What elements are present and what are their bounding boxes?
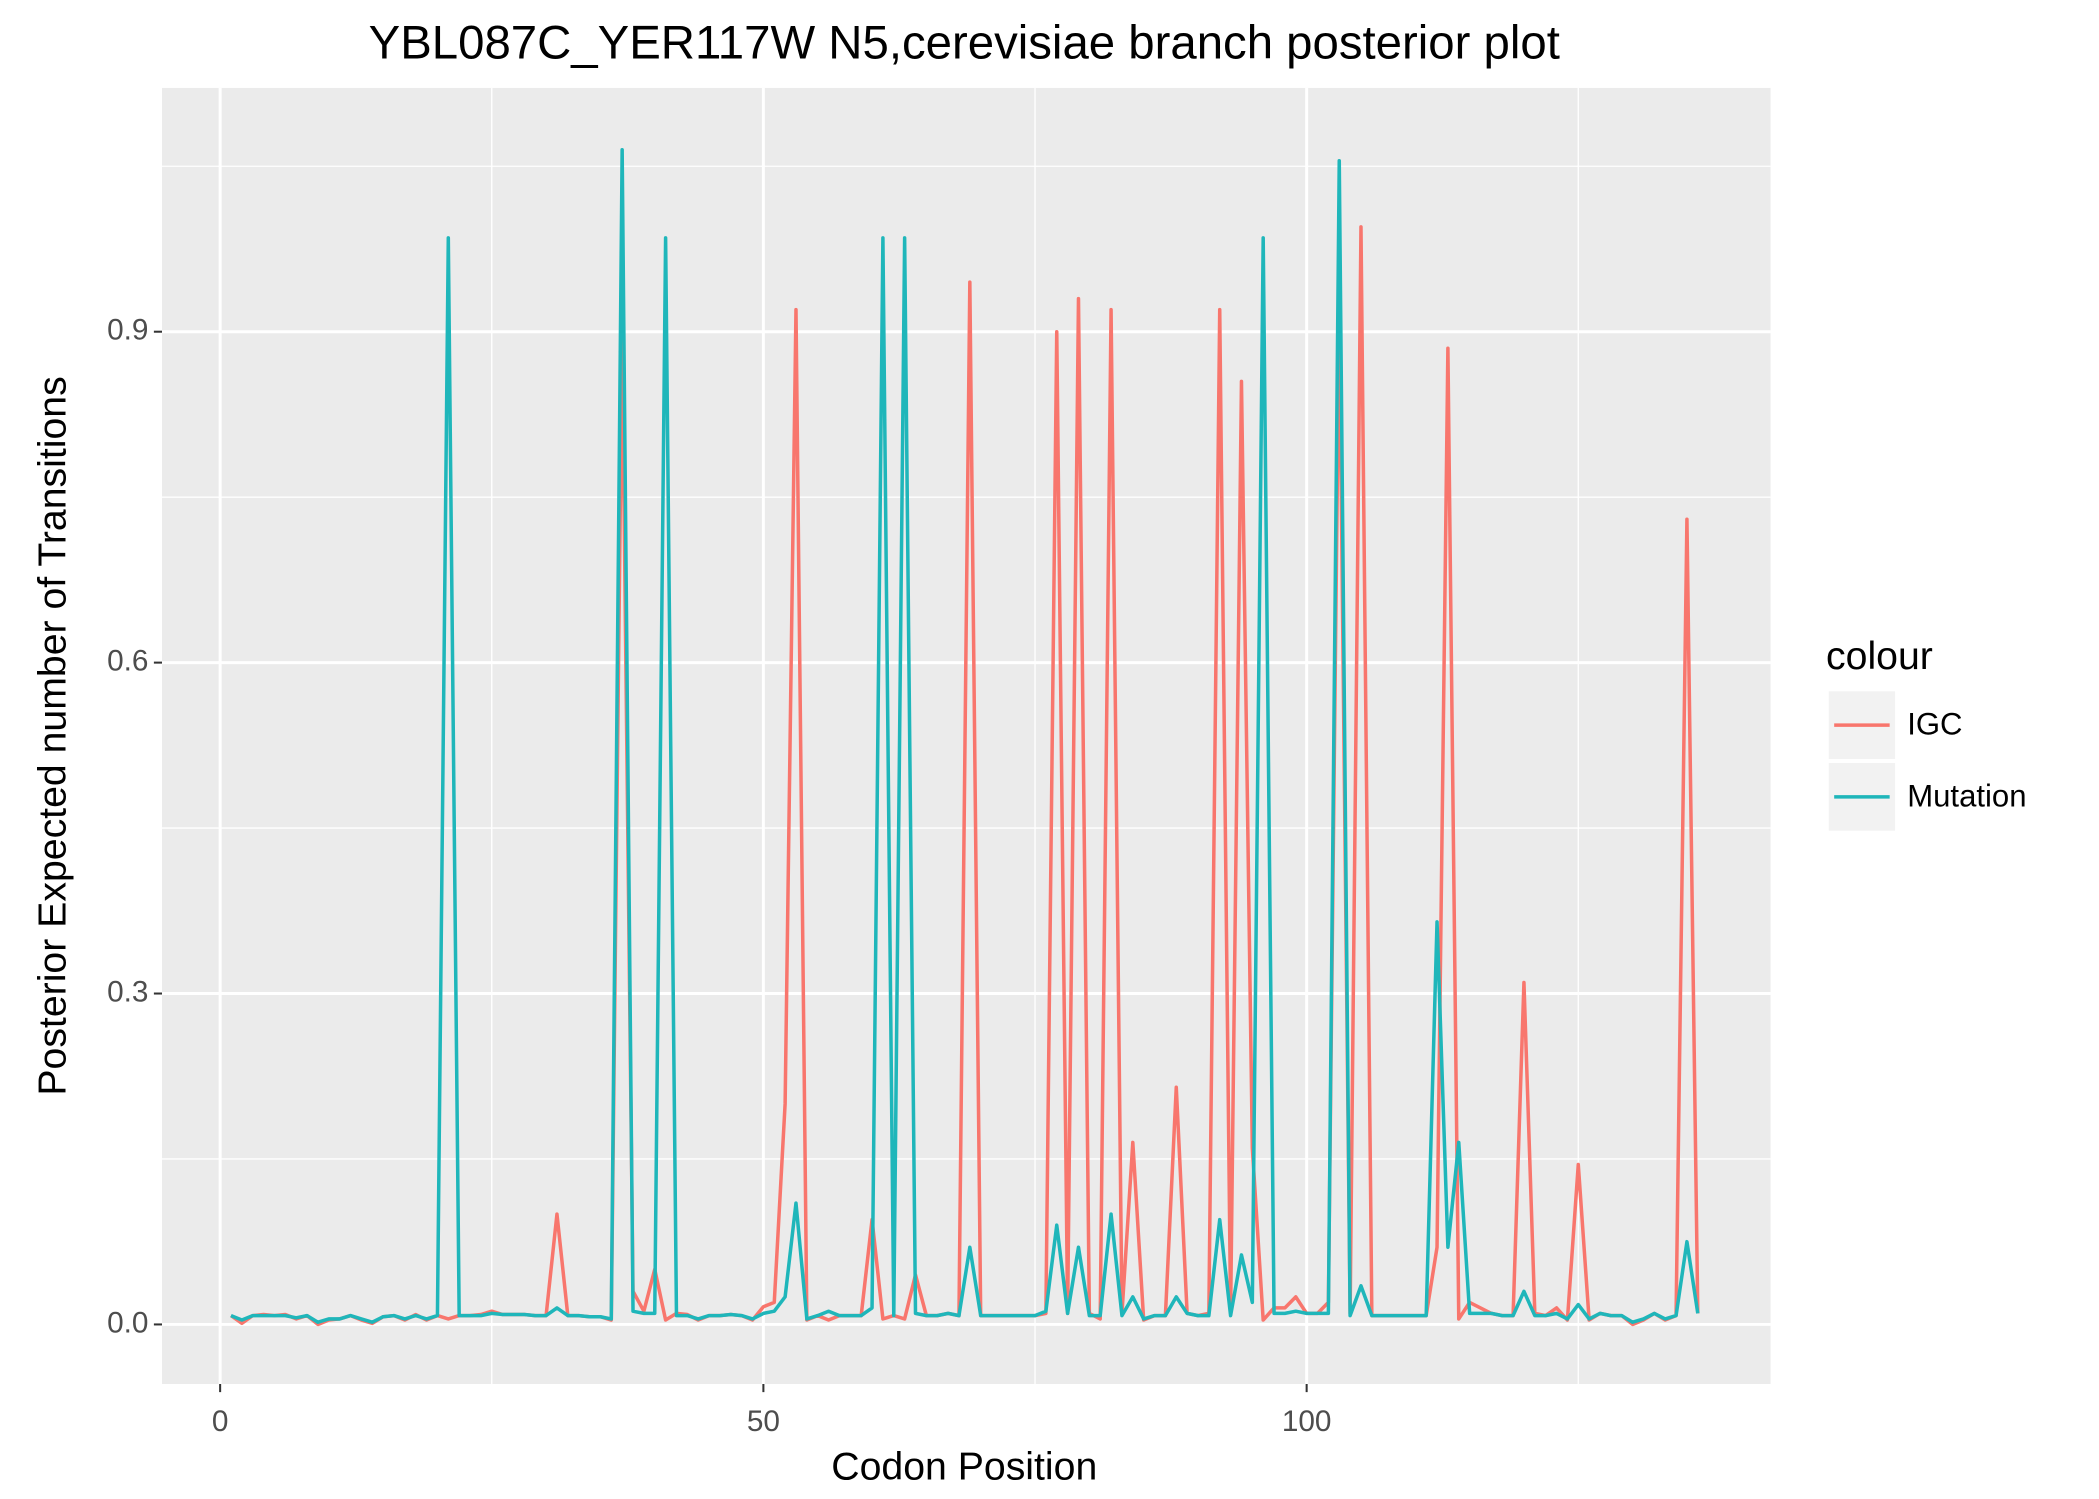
x-tick-label: 0 <box>212 1405 229 1438</box>
x-tick-label: 50 <box>747 1405 780 1438</box>
chart-title: YBL087C_YER117W N5,cerevisiae branch pos… <box>369 17 1560 70</box>
y-tick-label: 0.3 <box>107 975 148 1008</box>
data-line <box>230 147 1700 1324</box>
y-tick-label: 0.0 <box>107 1306 148 1339</box>
legend: colour IGC Mutation <box>1826 634 2027 831</box>
axes: 0.0 0.3 0.6 0.9 0 50 100 <box>107 314 1331 1439</box>
y-axis-label: Posterior Expected number of Transitions <box>30 376 74 1095</box>
x-tick-label: 100 <box>1282 1405 1332 1438</box>
lines <box>229 147 1700 1327</box>
x-axis-label: Codon Position <box>831 1445 1097 1489</box>
legend-label: Mutation <box>1907 778 2026 813</box>
grid <box>162 87 1771 1385</box>
y-tick-label: 0.6 <box>107 644 148 677</box>
y-tick-label: 0.9 <box>107 314 148 347</box>
legend-title: colour <box>1826 634 1933 678</box>
legend-label: IGC <box>1907 707 1962 742</box>
